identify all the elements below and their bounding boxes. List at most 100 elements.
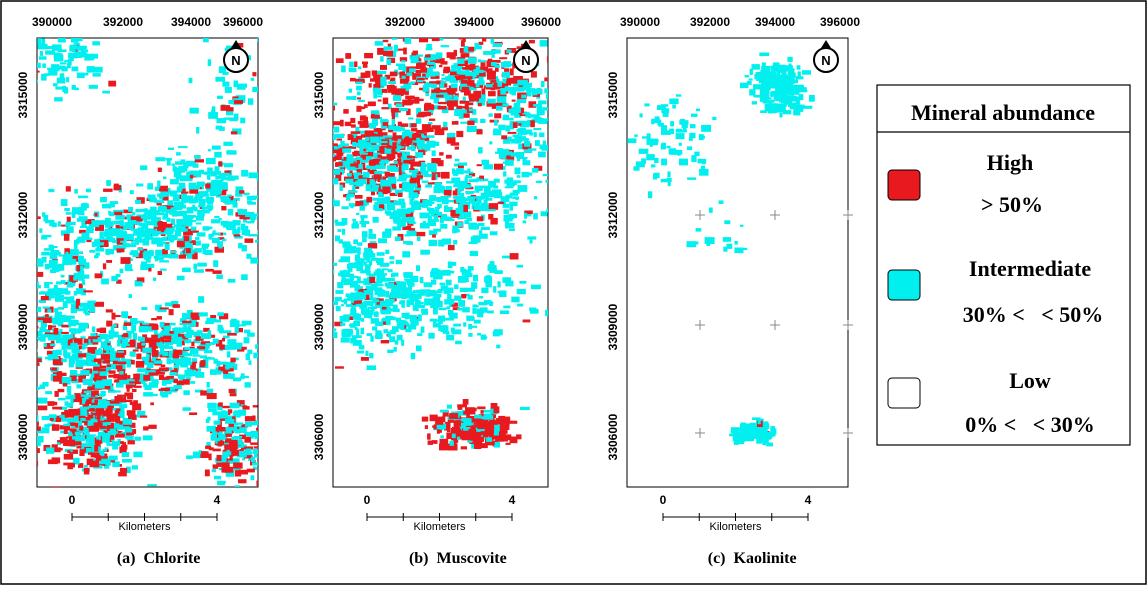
intermediate-pixel xyxy=(362,237,367,242)
intermediate-pixel xyxy=(239,190,244,194)
intermediate-pixel xyxy=(371,145,379,151)
intermediate-pixel xyxy=(465,191,474,193)
high-pixel xyxy=(388,126,394,131)
high-pixel xyxy=(244,406,250,410)
intermediate-pixel xyxy=(139,326,148,332)
intermediate-pixel xyxy=(219,66,226,73)
high-pixel xyxy=(252,462,259,465)
intermediate-pixel xyxy=(481,335,487,340)
intermediate-pixel xyxy=(767,100,771,103)
high-pixel xyxy=(164,326,167,331)
intermediate-pixel xyxy=(81,49,86,53)
intermediate-pixel xyxy=(215,77,225,82)
intermediate-pixel xyxy=(205,446,211,449)
high-pixel xyxy=(487,99,496,104)
intermediate-pixel xyxy=(753,84,763,89)
high-pixel xyxy=(53,402,57,405)
intermediate-pixel xyxy=(766,443,773,447)
intermediate-pixel xyxy=(401,165,404,172)
intermediate-pixel xyxy=(173,379,178,383)
intermediate-pixel xyxy=(114,185,122,190)
intermediate-pixel xyxy=(138,235,143,240)
intermediate-pixel xyxy=(347,173,352,177)
intermediate-pixel xyxy=(479,70,483,73)
intermediate-pixel xyxy=(467,169,470,174)
intermediate-pixel xyxy=(105,229,112,234)
intermediate-pixel xyxy=(385,283,395,287)
intermediate-pixel xyxy=(496,106,503,111)
high-pixel xyxy=(334,127,339,133)
intermediate-pixel xyxy=(41,236,47,239)
high-pixel xyxy=(42,427,50,431)
intermediate-pixel xyxy=(184,339,191,343)
intermediate-pixel xyxy=(494,120,498,126)
intermediate-pixel xyxy=(375,322,383,327)
intermediate-pixel xyxy=(174,385,182,389)
intermediate-pixel xyxy=(38,331,43,337)
high-pixel xyxy=(110,332,119,338)
intermediate-pixel xyxy=(367,365,377,370)
intermediate-pixel xyxy=(39,228,42,233)
high-pixel xyxy=(440,410,448,413)
intermediate-pixel xyxy=(92,383,101,385)
intermediate-pixel xyxy=(524,141,530,147)
high-pixel xyxy=(129,245,136,247)
high-pixel xyxy=(361,357,369,361)
high-pixel xyxy=(143,435,153,440)
north-label: N xyxy=(821,53,830,68)
intermediate-pixel xyxy=(205,321,214,324)
intermediate-pixel xyxy=(54,315,64,320)
high-pixel xyxy=(243,226,249,232)
intermediate-pixel xyxy=(523,158,527,164)
intermediate-pixel xyxy=(208,208,212,211)
intermediate-pixel xyxy=(196,222,202,224)
high-pixel xyxy=(392,142,396,148)
intermediate-pixel xyxy=(166,158,172,161)
intermediate-pixel xyxy=(463,322,466,326)
high-pixel xyxy=(409,189,413,196)
intermediate-pixel xyxy=(420,250,430,255)
intermediate-pixel xyxy=(157,222,167,225)
intermediate-pixel xyxy=(368,243,377,248)
intermediate-pixel xyxy=(390,261,395,264)
intermediate-pixel xyxy=(661,108,669,113)
x-coordinate-label: 394000 xyxy=(755,15,795,29)
intermediate-pixel xyxy=(513,122,518,128)
panel-label: (a) xyxy=(117,550,136,567)
intermediate-pixel xyxy=(503,171,506,176)
high-pixel xyxy=(455,159,460,162)
intermediate-pixel xyxy=(355,262,361,268)
intermediate-pixel xyxy=(214,216,219,218)
intermediate-pixel xyxy=(412,173,417,178)
y-coordinate-label: 3309000 xyxy=(16,303,30,350)
intermediate-pixel xyxy=(64,234,70,241)
high-pixel xyxy=(404,138,413,143)
intermediate-pixel xyxy=(537,109,545,116)
high-pixel xyxy=(347,193,354,197)
intermediate-pixel xyxy=(523,320,531,323)
intermediate-pixel xyxy=(518,144,522,149)
intermediate-pixel xyxy=(676,94,681,96)
high-pixel xyxy=(79,345,82,349)
intermediate-pixel xyxy=(248,98,253,105)
intermediate-pixel xyxy=(349,89,352,93)
intermediate-pixel xyxy=(424,282,433,287)
high-pixel xyxy=(48,401,55,406)
intermediate-pixel xyxy=(483,164,493,169)
intermediate-pixel xyxy=(513,190,520,194)
intermediate-pixel xyxy=(771,86,780,89)
high-pixel xyxy=(456,78,459,81)
intermediate-pixel xyxy=(771,72,777,78)
high-pixel xyxy=(416,63,426,70)
intermediate-pixel xyxy=(483,415,493,420)
high-pixel xyxy=(205,470,210,477)
intermediate-pixel xyxy=(525,130,532,135)
high-pixel xyxy=(184,347,190,350)
intermediate-pixel xyxy=(380,200,388,203)
high-pixel xyxy=(420,223,430,229)
intermediate-pixel xyxy=(84,465,88,467)
intermediate-pixel xyxy=(462,38,466,42)
intermediate-pixel xyxy=(341,337,350,342)
high-pixel xyxy=(496,345,500,349)
high-pixel xyxy=(387,165,396,171)
